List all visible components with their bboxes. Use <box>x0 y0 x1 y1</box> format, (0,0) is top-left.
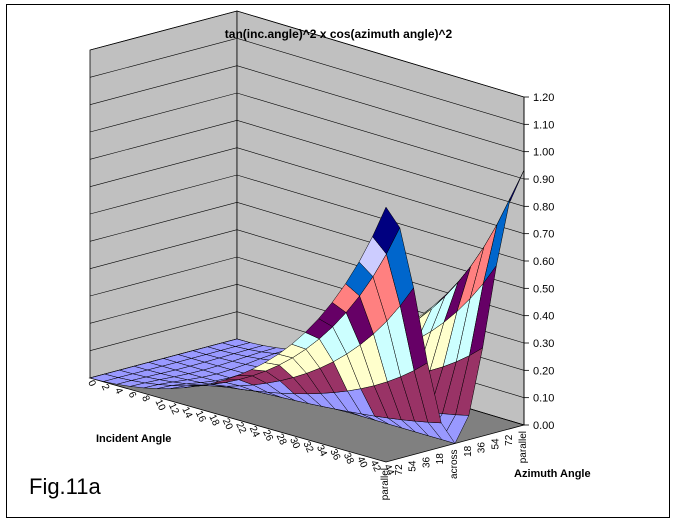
x-tick-label: 40 <box>354 455 369 470</box>
y-tick-label: parallel <box>518 431 529 463</box>
z-tick-label: 0.60 <box>533 256 554 268</box>
gridline <box>89 38 525 125</box>
gridline <box>89 229 525 316</box>
x-tick-label: 24 <box>247 424 262 439</box>
gridline <box>89 147 525 234</box>
x-tick-label: 22 <box>233 421 248 436</box>
figure-label: Fig.11a <box>29 474 101 499</box>
y-tick-label: 36 <box>421 456 432 468</box>
y-tick-label: 54 <box>490 438 501 450</box>
y-tick-label: 54 <box>408 460 419 472</box>
z-tick-label: 0.70 <box>533 229 554 241</box>
x-tick-label: 42 <box>368 459 383 474</box>
x-tick-label: 10 <box>153 398 168 413</box>
x-tick-label: 32 <box>301 440 316 455</box>
x-tick-label: 8 <box>139 394 152 404</box>
z-tick-label: 0.00 <box>533 420 554 432</box>
x-tick-label: 20 <box>220 417 235 432</box>
x-tick-label: 14 <box>179 405 194 420</box>
y-tick-label: 72 <box>394 464 405 476</box>
x-tick-label: 0 <box>85 379 98 389</box>
y-tick-label: 36 <box>477 442 488 454</box>
x-tick-label: 44 <box>381 463 396 478</box>
z-tick-label: 0.10 <box>533 393 554 405</box>
gridline <box>89 92 525 180</box>
z-tick-label: 0.20 <box>533 365 554 377</box>
x-tick-label: 2 <box>99 382 112 392</box>
y-tick-label: 18 <box>463 445 474 457</box>
z-tick-label: 0.30 <box>533 338 554 350</box>
gridline <box>89 202 525 289</box>
x-tick-label: 18 <box>206 413 221 428</box>
chart-title: tan(inc.angle)^2 x cos(azimuth angle)^2 <box>224 27 453 41</box>
z-tick-label: 0.80 <box>533 201 554 213</box>
x-tick-label: 12 <box>166 402 181 417</box>
y-tick-label: parallel <box>380 468 391 500</box>
x-tick-label: 30 <box>287 436 302 451</box>
gridline <box>89 10 525 98</box>
chart-axes: 0.00 0.10 0.20 0.30 0.40 0.50 0.60 0.70 0.80 0.90… <box>85 92 554 500</box>
x-axis-label: Incident Angle <box>96 433 172 445</box>
z-tick-label: 0.50 <box>533 283 554 295</box>
x-tick-label: 16 <box>193 409 208 424</box>
x-tick-label: 36 <box>327 447 342 462</box>
z-tick-label: 1.10 <box>533 119 554 131</box>
x-tick-label: 34 <box>314 444 329 459</box>
gridline <box>89 120 525 207</box>
gridline <box>89 174 525 262</box>
x-tick-label: 26 <box>260 428 275 443</box>
z-tick-label: 0.90 <box>533 174 554 186</box>
x-tick-label: 38 <box>341 451 356 466</box>
z-tick-label: 0.40 <box>533 311 554 323</box>
y-axis-label: Azimuth Angle <box>514 468 591 480</box>
z-tick-label: 1.20 <box>533 92 554 104</box>
surface-patch <box>372 206 401 255</box>
x-tick-label: 4 <box>112 386 125 396</box>
y-tick-label: across <box>449 450 460 479</box>
surface-plot <box>89 169 525 444</box>
x-tick-label: 6 <box>126 390 139 400</box>
gridline <box>89 65 525 152</box>
y-tick-label: 72 <box>504 434 515 446</box>
x-tick-label: 28 <box>274 432 289 447</box>
z-tick-label: 1.00 <box>533 147 554 159</box>
y-tick-label: 18 <box>435 453 446 465</box>
